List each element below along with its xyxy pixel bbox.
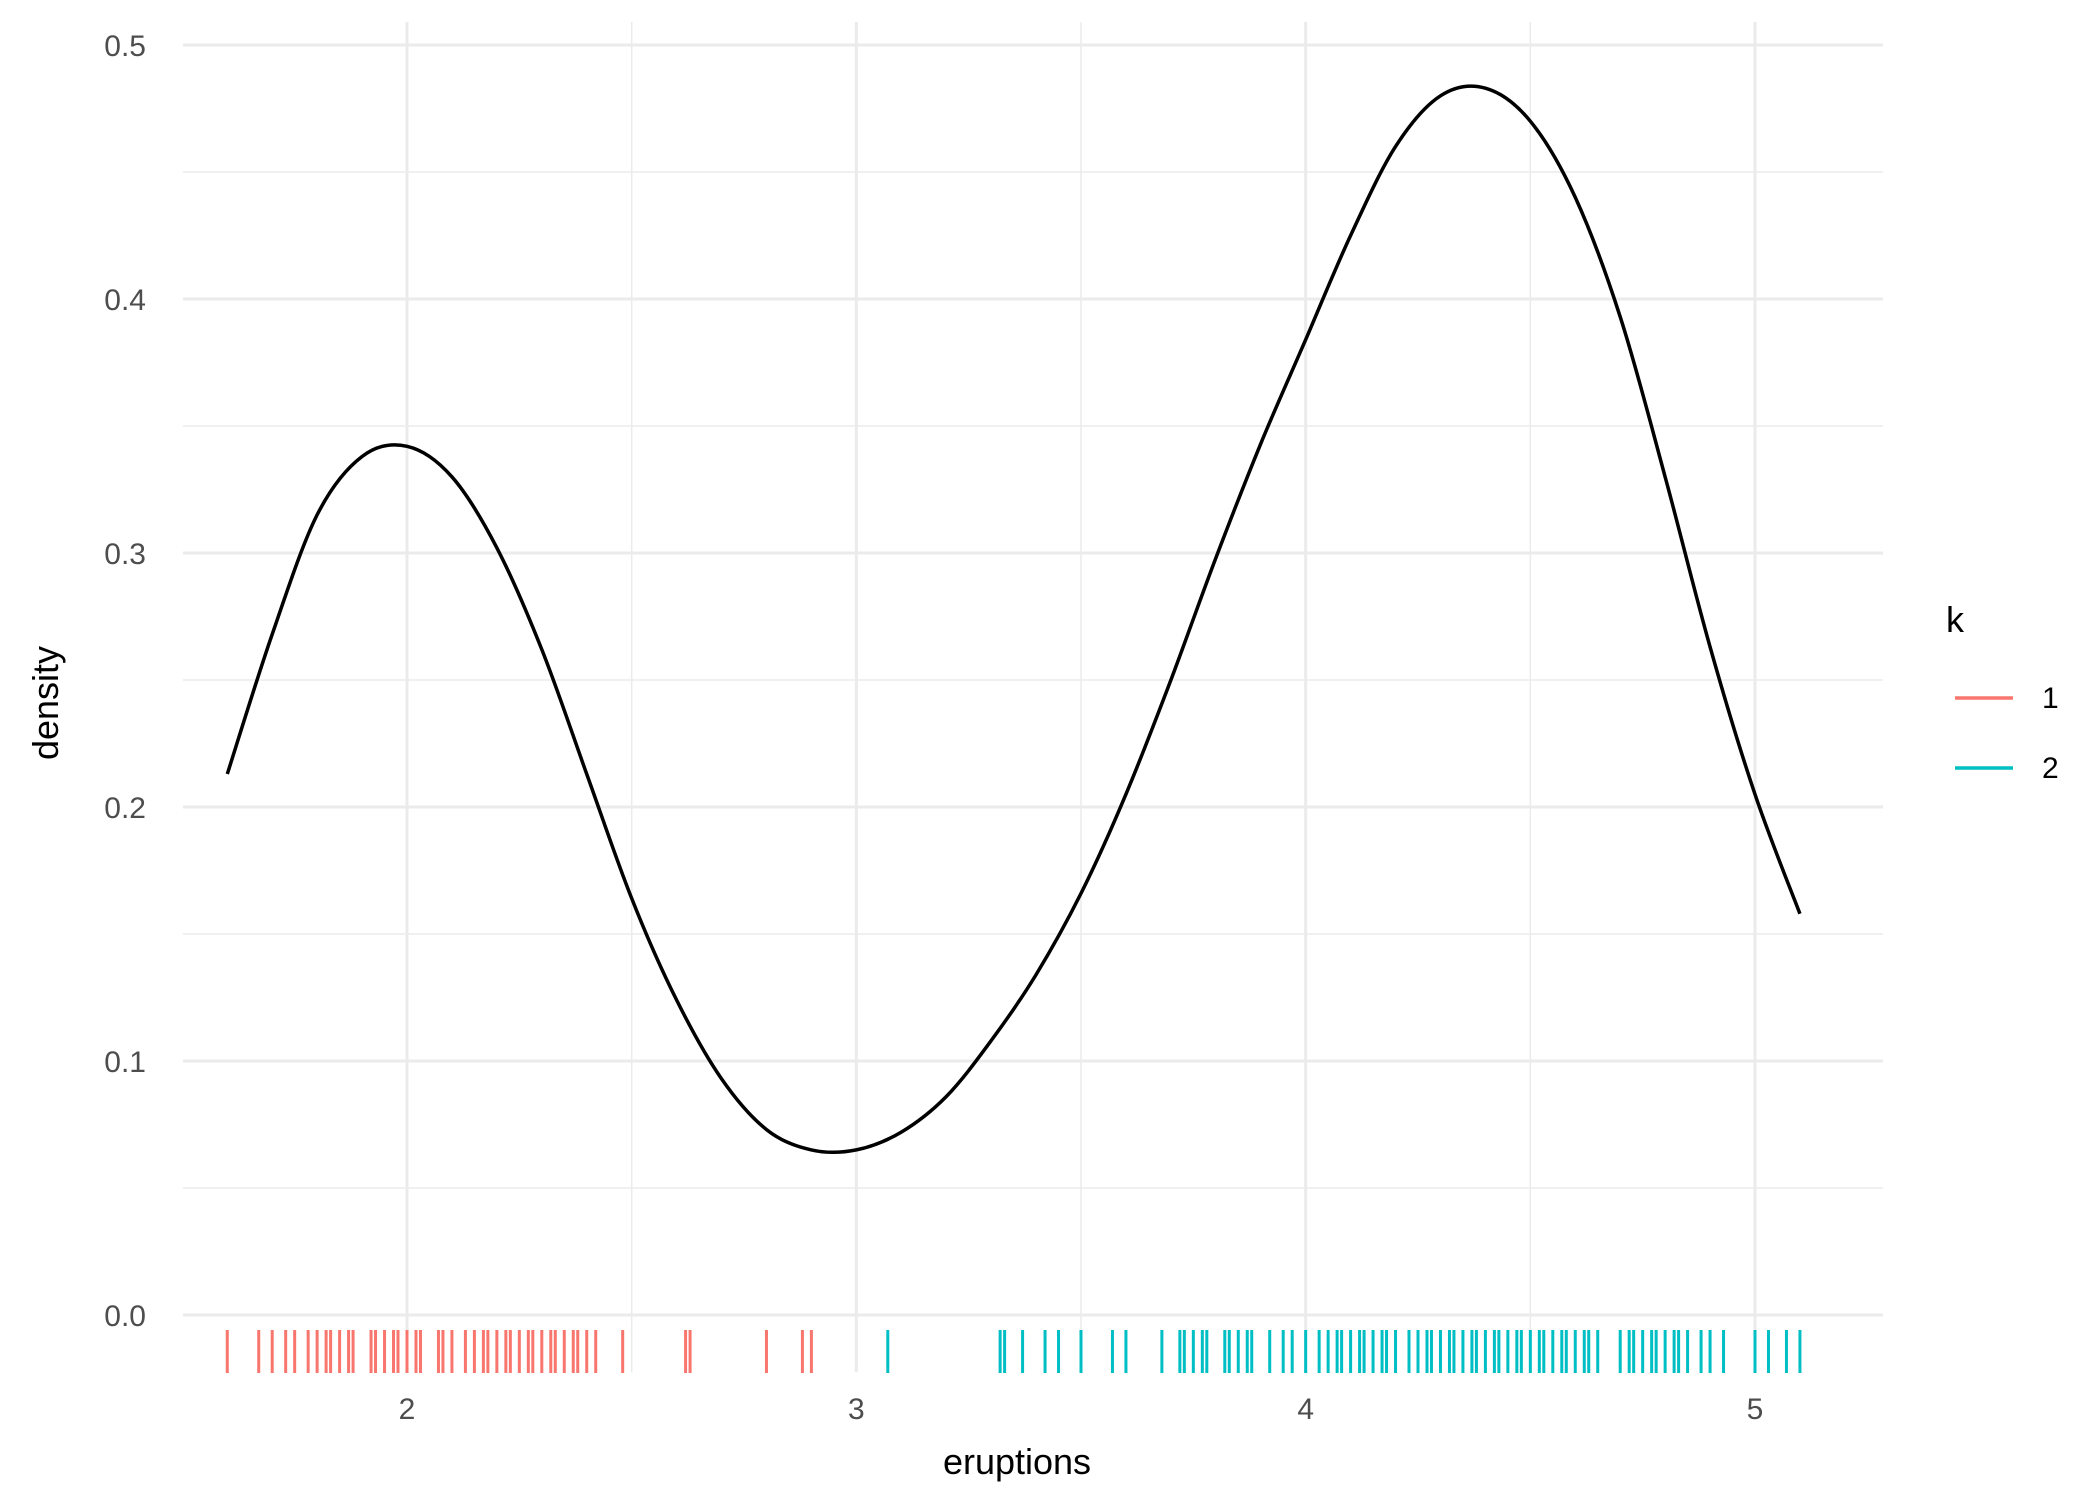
- legend-title: k: [1946, 599, 1965, 640]
- minor-gridlines: [183, 22, 1883, 1372]
- legend: k 1 2: [1946, 599, 2059, 785]
- y-tick-label: 0.2: [104, 792, 146, 825]
- rug-marks: [225, 1330, 1802, 1373]
- y-axis-title: density: [25, 646, 66, 760]
- y-tick-label: 0.5: [104, 30, 146, 63]
- legend-key-1-label: 1: [2042, 682, 2059, 715]
- density-curve-line: [225, 84, 1802, 1155]
- y-tick-label: 0.1: [104, 1046, 146, 1079]
- y-axis-tick-labels: 0.0 0.1 0.2 0.3 0.4 0.5: [104, 30, 146, 1333]
- major-gridlines: [183, 22, 1883, 1372]
- y-tick-label: 0.4: [104, 284, 146, 317]
- x-tick-label: 5: [1747, 1393, 1764, 1426]
- y-tick-label: 0.0: [104, 1300, 146, 1333]
- x-tick-label: 2: [399, 1393, 416, 1426]
- legend-key-2-label: 2: [2042, 752, 2059, 785]
- x-axis-tick-labels: 2 3 4 5: [399, 1393, 1764, 1426]
- x-tick-label: 4: [1297, 1393, 1314, 1426]
- y-tick-label: 0.3: [104, 538, 146, 571]
- x-axis-title: eruptions: [943, 1441, 1091, 1482]
- x-tick-label: 3: [848, 1393, 865, 1426]
